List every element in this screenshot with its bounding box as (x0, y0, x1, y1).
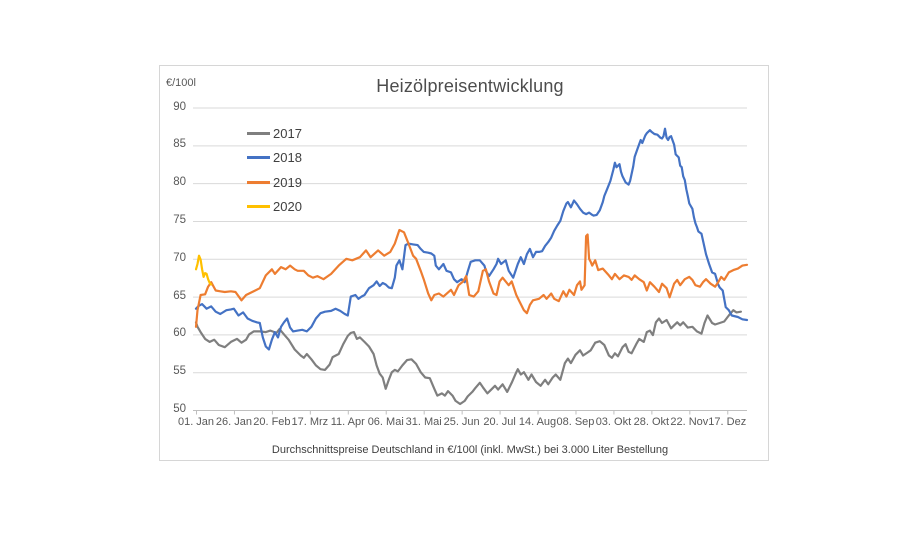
legend-item-2020: 2020 (247, 195, 302, 220)
chart-legend: 2017 2018 2019 2020 (247, 121, 302, 219)
x-tick-label-31. Mai: 31. Mai (405, 416, 442, 428)
legend-label-2017: 2017 (273, 125, 302, 141)
x-tick-label-01. Jan: 01. Jan (177, 416, 215, 428)
series-line-2020 (194, 254, 213, 286)
x-tick-label-08. Sep: 08. Sep (556, 416, 595, 428)
x-tick-label-14. Aug: 14. Aug (518, 416, 557, 428)
x-tick-label-11. Apr: 11. Apr (330, 416, 365, 428)
x-tick-label-28. Okt: 28. Okt (633, 416, 670, 428)
legend-label-2019: 2019 (273, 174, 302, 190)
legend-swatch-2020 (247, 205, 270, 209)
series-line-2019 (194, 228, 749, 328)
legend-swatch-2018 (247, 156, 270, 160)
series-line-2017 (194, 309, 743, 406)
legend-item-2018: 2018 (247, 146, 302, 171)
chart-title: Heizölpreisentwicklung (376, 76, 564, 96)
y-axis-unit-label: €/100l (166, 77, 196, 89)
legend-label-2018: 2018 (273, 150, 302, 166)
legend-swatch-2019 (247, 180, 270, 184)
x-tick-label-22. Nov: 22. Nov (670, 416, 709, 428)
legend-swatch-2017 (247, 131, 270, 135)
chart-caption: Durchschnittspreise Deutschland in €/100… (271, 444, 669, 456)
y-tick-label-90: 90 (173, 100, 186, 113)
y-tick-label-70: 70 (173, 251, 186, 264)
series-line-2018 (194, 127, 749, 351)
y-tick-label-85: 85 (173, 138, 186, 151)
x-tick-label-20. Jul: 20. Jul (483, 416, 516, 428)
x-tick-label-26. Jan: 26. Jan (215, 416, 252, 428)
x-tick-label-03. Okt: 03. Okt (595, 416, 632, 428)
legend-label-2020: 2020 (273, 199, 302, 215)
x-tick-label-17. Mrz: 17. Mrz (291, 416, 329, 428)
y-tick-label-65: 65 (173, 289, 186, 302)
y-tick-label-75: 75 (173, 213, 186, 226)
y-tick-label-60: 60 (173, 327, 186, 340)
x-tick-label-17. Dez: 17. Dez (708, 416, 747, 428)
y-tick-label-50: 50 (173, 403, 186, 415)
chart-frame (159, 65, 769, 461)
y-tick-label-55: 55 (173, 365, 186, 378)
x-tick-label-06. Mai: 06. Mai (367, 416, 404, 428)
x-tick-label-20. Feb: 20. Feb (253, 416, 291, 428)
x-tick-label-25. Jun: 25. Jun (443, 416, 480, 428)
legend-item-2019: 2019 (247, 170, 302, 195)
y-tick-label-80: 80 (173, 176, 186, 189)
legend-item-2017: 2017 (247, 121, 302, 146)
